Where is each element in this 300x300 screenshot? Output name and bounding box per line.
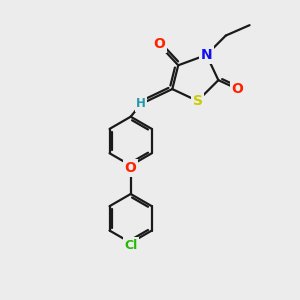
Text: Cl: Cl: [124, 238, 137, 252]
Text: S: S: [193, 94, 202, 108]
Text: H: H: [136, 98, 146, 110]
Text: O: O: [232, 82, 244, 96]
Text: O: O: [125, 161, 136, 175]
Text: O: O: [153, 38, 165, 52]
Text: N: N: [201, 48, 212, 62]
